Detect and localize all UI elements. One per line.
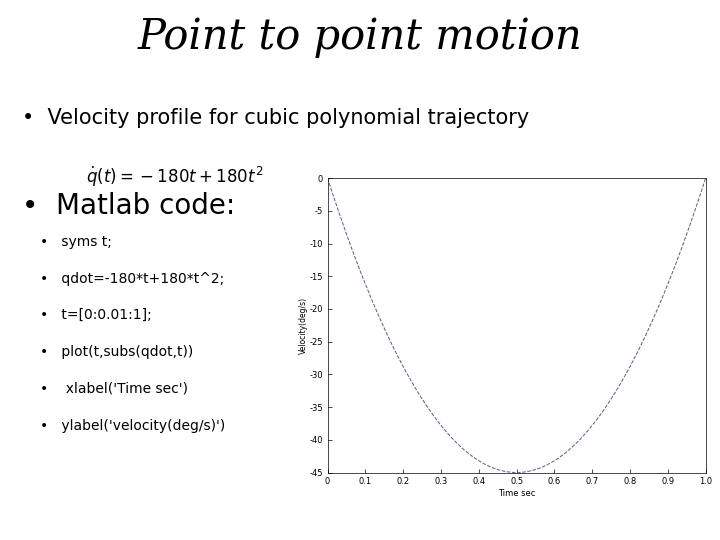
Text: •  Matlab code:: • Matlab code: xyxy=(22,192,235,220)
Text: •   plot(t,subs(qdot,t)): • plot(t,subs(qdot,t)) xyxy=(40,345,193,359)
Text: Point to point motion: Point to point motion xyxy=(138,16,582,58)
Text: $\dot{q}(t) = -180t + 180t^2$: $\dot{q}(t) = -180t + 180t^2$ xyxy=(86,165,264,189)
X-axis label: Time sec: Time sec xyxy=(498,489,535,498)
Text: •   syms t;: • syms t; xyxy=(40,235,112,249)
Text: •   t=[0:0.01:1];: • t=[0:0.01:1]; xyxy=(40,308,151,322)
Text: •   qdot=-180*t+180*t^2;: • qdot=-180*t+180*t^2; xyxy=(40,272,224,286)
Text: •   ylabel('velocity(deg/s)'): • ylabel('velocity(deg/s)') xyxy=(40,418,225,433)
Text: •    xlabel('Time sec'): • xlabel('Time sec') xyxy=(40,382,188,396)
Text: •  Velocity profile for cubic polynomial trajectory: • Velocity profile for cubic polynomial … xyxy=(22,108,529,128)
Y-axis label: Velocity(deg/s): Velocity(deg/s) xyxy=(299,297,307,354)
